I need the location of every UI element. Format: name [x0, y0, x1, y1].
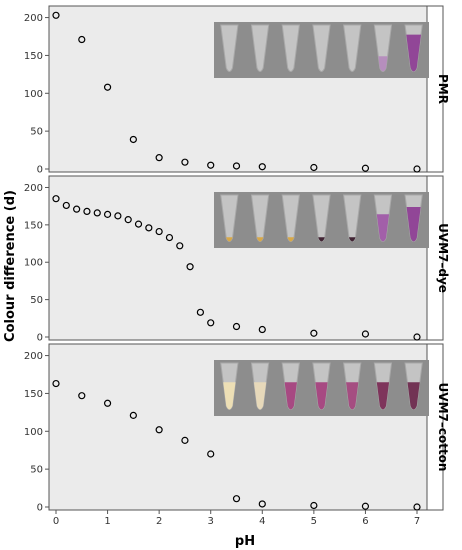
tube-6-liquid	[378, 56, 388, 72]
data-point	[103, 83, 112, 91]
y-tick-label: 150	[24, 220, 43, 231]
data-point	[129, 135, 137, 144]
y-tick-label: 200	[24, 351, 43, 362]
data-point	[52, 379, 60, 388]
data-point	[310, 163, 318, 172]
panel-1-label: PMR	[436, 74, 450, 104]
tube-2	[250, 24, 270, 72]
y-tick-label: 50	[30, 295, 43, 306]
data-point	[73, 205, 81, 213]
data-point	[62, 201, 70, 210]
tube-2-liquid	[256, 237, 264, 242]
tube-4-liquid	[318, 237, 325, 242]
y-tick-label: 0	[37, 503, 43, 514]
data-point	[258, 325, 266, 334]
tube-6-liquid	[376, 214, 390, 242]
data-point	[181, 436, 189, 444]
x-tick-label: 2	[156, 516, 162, 527]
data-point	[258, 500, 266, 508]
tube-5	[343, 24, 362, 72]
data-point	[207, 450, 215, 458]
tube-1	[220, 24, 239, 72]
data-point	[78, 392, 86, 400]
data-point	[155, 227, 163, 236]
tube-7-liquid	[407, 382, 420, 410]
data-point	[232, 495, 241, 503]
tube-7-liquid	[406, 34, 422, 72]
tube-1-liquid	[223, 382, 236, 410]
x-tick-label: 6	[362, 516, 368, 527]
panel-2-strip	[426, 175, 444, 341]
data-point	[361, 330, 370, 338]
y-tick-label: 150	[24, 51, 43, 62]
data-point	[361, 502, 370, 510]
data-point	[165, 233, 174, 242]
tube-2-liquid	[253, 382, 267, 410]
data-point	[52, 11, 60, 19]
tube-5-liquid	[349, 237, 356, 242]
data-point	[310, 329, 318, 337]
y-tick-label: 50	[30, 465, 43, 476]
data-point	[155, 426, 163, 434]
x-tick-label: 7	[414, 516, 420, 527]
data-point	[207, 161, 215, 169]
y-axis-label: Colour difference (d)	[3, 190, 18, 342]
y-tick-label: 50	[30, 127, 43, 138]
x-tick-label: 0	[53, 516, 59, 527]
y-tick-label: 100	[24, 427, 43, 438]
data-point	[232, 162, 241, 170]
data-point	[361, 164, 370, 172]
data-point	[93, 209, 101, 217]
data-point	[413, 333, 421, 341]
data-point	[207, 319, 215, 327]
data-point	[134, 220, 143, 228]
tube-5-liquid	[346, 382, 359, 410]
data-point	[52, 195, 60, 203]
panel-3-strip	[426, 343, 444, 511]
data-point	[176, 242, 184, 250]
tube-3-liquid	[287, 237, 294, 242]
data-point	[232, 322, 241, 331]
y-tick-label: 100	[24, 258, 43, 269]
data-point	[129, 411, 137, 419]
data-point	[124, 216, 132, 224]
data-point	[103, 210, 112, 218]
y-tick-label: 150	[24, 389, 43, 400]
data-point	[310, 501, 318, 510]
y-tick-label: 0	[37, 165, 43, 176]
x-tick-label: 5	[311, 516, 317, 527]
data-point	[114, 212, 122, 220]
tube-6-liquid	[376, 382, 390, 410]
y-tick-label: 200	[24, 13, 43, 24]
y-tick-label: 200	[24, 183, 43, 194]
data-point	[181, 158, 189, 166]
x-tick-label: 4	[259, 516, 265, 527]
data-point	[155, 154, 163, 162]
y-tick-label: 100	[24, 89, 43, 100]
data-point	[78, 35, 86, 44]
x-tick-label: 1	[104, 516, 110, 527]
tube-4-liquid	[315, 382, 328, 410]
tube-7-liquid	[406, 207, 421, 242]
panel-1-strip	[426, 5, 444, 173]
data-point	[258, 163, 266, 171]
y-tick-label: 0	[37, 333, 43, 344]
data-point	[196, 308, 204, 316]
x-tick-label: 3	[208, 516, 214, 527]
data-point	[103, 399, 112, 407]
data-point	[413, 165, 421, 173]
tube-3-liquid	[284, 382, 297, 410]
tube-3	[281, 24, 300, 72]
tube-4	[312, 24, 331, 72]
data-point	[145, 224, 153, 232]
panel-2-label: UVM7–dye	[436, 223, 450, 293]
data-point	[83, 207, 91, 215]
x-axis-label: pH	[235, 534, 255, 549]
tube-1-liquid	[226, 237, 233, 242]
panel-3-label: UVM7–cotton	[436, 383, 450, 472]
data-point	[186, 263, 194, 271]
